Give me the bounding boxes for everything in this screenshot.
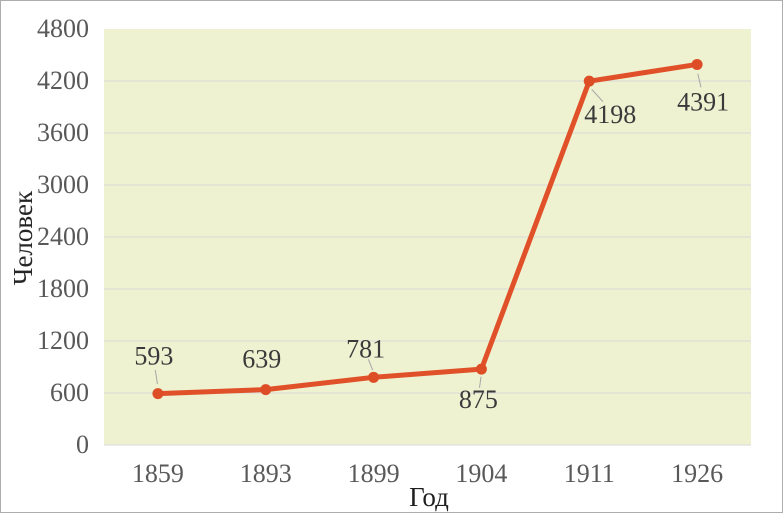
y-tick-label: 4800 bbox=[37, 14, 89, 43]
data-point-marker bbox=[152, 388, 164, 400]
data-point-marker bbox=[691, 58, 703, 70]
data-label: 639 bbox=[242, 345, 281, 374]
y-tick-label: 2400 bbox=[37, 222, 89, 251]
y-tick-label: 600 bbox=[50, 378, 89, 407]
y-axis-title: Человек bbox=[8, 190, 38, 286]
data-label-leader-line bbox=[367, 359, 374, 371]
y-tick-label: 1200 bbox=[37, 326, 89, 355]
y-tick-label: 3600 bbox=[37, 118, 89, 147]
x-axis-title: Год bbox=[409, 482, 449, 512]
data-label: 4391 bbox=[677, 87, 729, 116]
data-label: 593 bbox=[134, 342, 173, 371]
data-label-leader-line bbox=[154, 369, 158, 385]
data-label-leader-line bbox=[591, 89, 604, 102]
x-tick-label: 1893 bbox=[239, 459, 292, 488]
data-label: 4198 bbox=[584, 100, 636, 129]
x-tick-label: 1911 bbox=[563, 459, 615, 488]
series-line bbox=[155, 61, 700, 397]
data-point-marker bbox=[260, 384, 272, 396]
data-point-marker bbox=[475, 363, 487, 375]
y-tick-label: 0 bbox=[76, 430, 89, 459]
data-label-leader-line bbox=[478, 376, 482, 388]
y-tick-label: 4200 bbox=[37, 66, 89, 95]
data-label: 781 bbox=[346, 334, 385, 363]
x-tick-label: 1904 bbox=[455, 459, 508, 488]
data-label: 875 bbox=[459, 385, 498, 414]
data-point-marker bbox=[583, 75, 595, 87]
y-tick-label: 1800 bbox=[37, 274, 89, 303]
y-tick-label: 3000 bbox=[37, 170, 89, 199]
x-tick-label: 1926 bbox=[671, 459, 724, 488]
data-point-marker bbox=[368, 371, 380, 383]
x-tick-label: 1899 bbox=[347, 459, 400, 488]
x-tick-label: 1859 bbox=[131, 459, 184, 488]
data-label-leader-line bbox=[697, 73, 702, 88]
